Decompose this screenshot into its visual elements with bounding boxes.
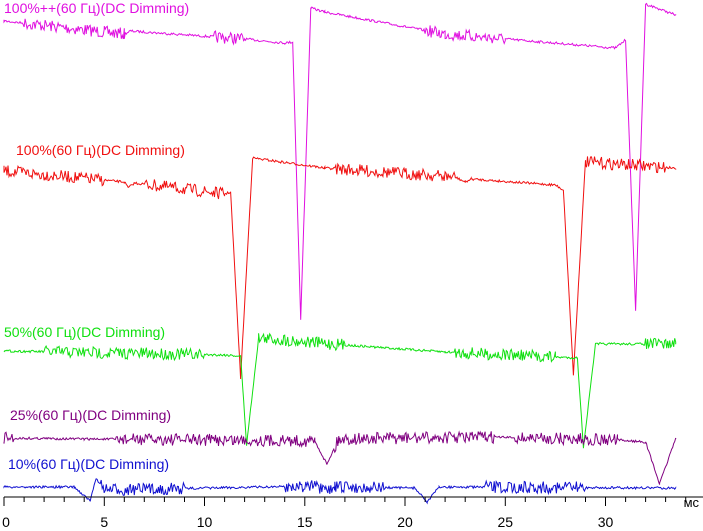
series-label-4: 25%(60 Гц)(DC Dimming) <box>10 407 171 423</box>
traces <box>3 2 677 505</box>
series-line-1 <box>3 2 677 320</box>
series-line-2 <box>3 156 677 380</box>
series-label-2: 100%(60 Гц)(DC Dimming) <box>16 142 185 158</box>
tick-label: 15 <box>297 514 313 530</box>
tick-label: 25 <box>498 514 514 530</box>
series-label-3: 50%(60 Гц)(DC Dimming) <box>4 324 165 340</box>
tick-label: 30 <box>598 514 614 530</box>
series-label-5: 10%(60 Гц)(DC Dimming) <box>8 456 169 472</box>
series-line-5 <box>3 478 677 505</box>
series-line-4 <box>3 430 677 485</box>
tick-label: 10 <box>197 514 213 530</box>
series-label-1: 100%++(60 Гц)(DC Dimming) <box>4 0 189 16</box>
tick-label: 20 <box>397 514 413 530</box>
x-ticks: 0 5 10 15 20 25 30 <box>2 497 687 530</box>
tick-label: 0 <box>2 514 10 530</box>
tick-label: 5 <box>100 514 108 530</box>
x-axis-label: мс <box>684 495 700 510</box>
series-line-3 <box>3 332 677 449</box>
series-labels: 100%++(60 Гц)(DC Dimming) 100%(60 Гц)(DC … <box>4 0 189 472</box>
